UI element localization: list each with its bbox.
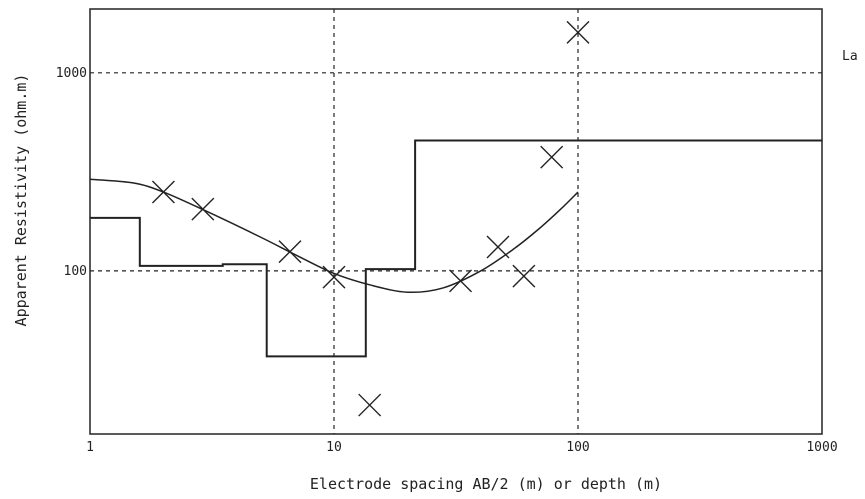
y-axis-label: Apparent Resistivity (ohm.m)	[12, 74, 30, 327]
tick-labels: 1 10 100 1000 100 1000	[56, 66, 838, 455]
marker-stroke	[358, 393, 382, 417]
data-point	[512, 264, 536, 288]
grid-lines	[90, 9, 822, 434]
marker-stroke	[540, 145, 564, 169]
legend-fragment: La	[842, 49, 858, 64]
x-tick-label: 100	[566, 440, 589, 455]
data-point	[566, 20, 590, 44]
y-tick-label: 100	[64, 264, 87, 279]
y-tick-label: 1000	[56, 66, 87, 81]
marker-stroke	[322, 265, 346, 289]
series-layer	[89, 20, 822, 417]
x-tick-label: 10	[326, 440, 342, 455]
x-tick-label: 1	[86, 440, 94, 455]
fitted-curve	[89, 178, 579, 294]
data-point	[540, 145, 564, 169]
marker-stroke	[512, 264, 536, 288]
data-point	[358, 393, 382, 417]
x-tick-label: 1000	[806, 440, 837, 455]
layer-model-step-line	[90, 139, 822, 358]
plot-frame	[89, 8, 823, 435]
marker-stroke	[566, 20, 590, 44]
x-axis-label: Electrode spacing AB/2 (m) or depth (m)	[310, 475, 662, 493]
marker-stroke	[486, 235, 510, 259]
